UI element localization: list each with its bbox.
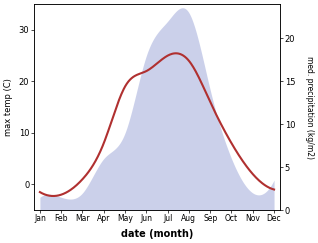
Y-axis label: med. precipitation (kg/m2): med. precipitation (kg/m2) [305,56,314,159]
Y-axis label: max temp (C): max temp (C) [4,78,13,136]
X-axis label: date (month): date (month) [121,229,193,239]
